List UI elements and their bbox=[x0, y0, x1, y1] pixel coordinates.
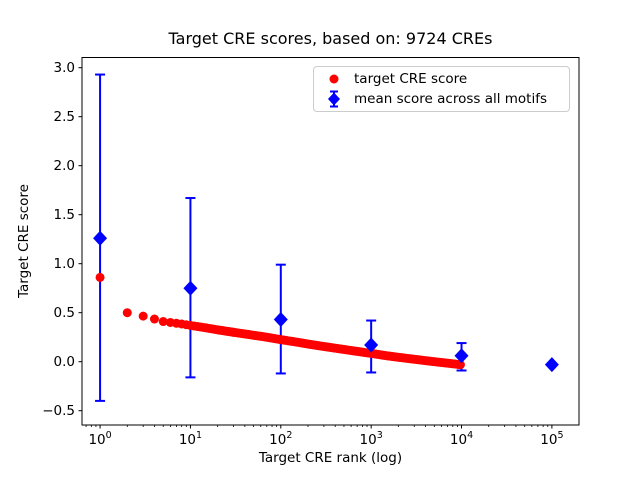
svg-text:102: 102 bbox=[269, 430, 292, 448]
svg-text:104: 104 bbox=[450, 430, 473, 448]
y-axis-ticks: −0.5 0.0 0.5 1.0 1.5 2.0 2.5 3.0 bbox=[42, 60, 82, 419]
y-axis-label: Target CRE score bbox=[16, 184, 32, 298]
legend-item-target-score: target CRE score bbox=[314, 69, 569, 89]
axes bbox=[81, 57, 580, 426]
target-score-dots bbox=[95, 272, 465, 370]
red-dot-icon bbox=[314, 70, 354, 88]
chart-title: Target CRE scores, based on: 9724 CREs bbox=[168, 29, 493, 48]
legend: target CRE score mean score across all m… bbox=[313, 66, 570, 112]
blue-diamond-errorbar-icon bbox=[314, 90, 354, 108]
svg-text:105: 105 bbox=[540, 430, 563, 448]
svg-text:100: 100 bbox=[88, 430, 111, 448]
legend-label: target CRE score bbox=[354, 71, 468, 87]
svg-text:0.5: 0.5 bbox=[54, 305, 75, 321]
svg-text:101: 101 bbox=[179, 430, 202, 448]
legend-item-mean-score: mean score across all motifs bbox=[314, 89, 569, 109]
svg-text:3.0: 3.0 bbox=[54, 60, 75, 76]
x-axis-label: Target CRE rank (log) bbox=[258, 450, 403, 466]
svg-text:1.5: 1.5 bbox=[54, 207, 75, 223]
x-axis-ticks: 100 101 102 103 104 105 bbox=[85, 425, 564, 448]
svg-text:0.0: 0.0 bbox=[54, 354, 75, 370]
svg-text:2.5: 2.5 bbox=[54, 109, 75, 125]
svg-text:1.0: 1.0 bbox=[54, 256, 75, 272]
svg-text:103: 103 bbox=[360, 430, 383, 448]
svg-text:−0.5: −0.5 bbox=[42, 403, 75, 419]
legend-label: mean score across all motifs bbox=[354, 91, 548, 107]
errorbar-lines bbox=[95, 73, 467, 402]
svg-text:2.0: 2.0 bbox=[54, 158, 75, 174]
mean-score-diamonds bbox=[93, 230, 559, 373]
